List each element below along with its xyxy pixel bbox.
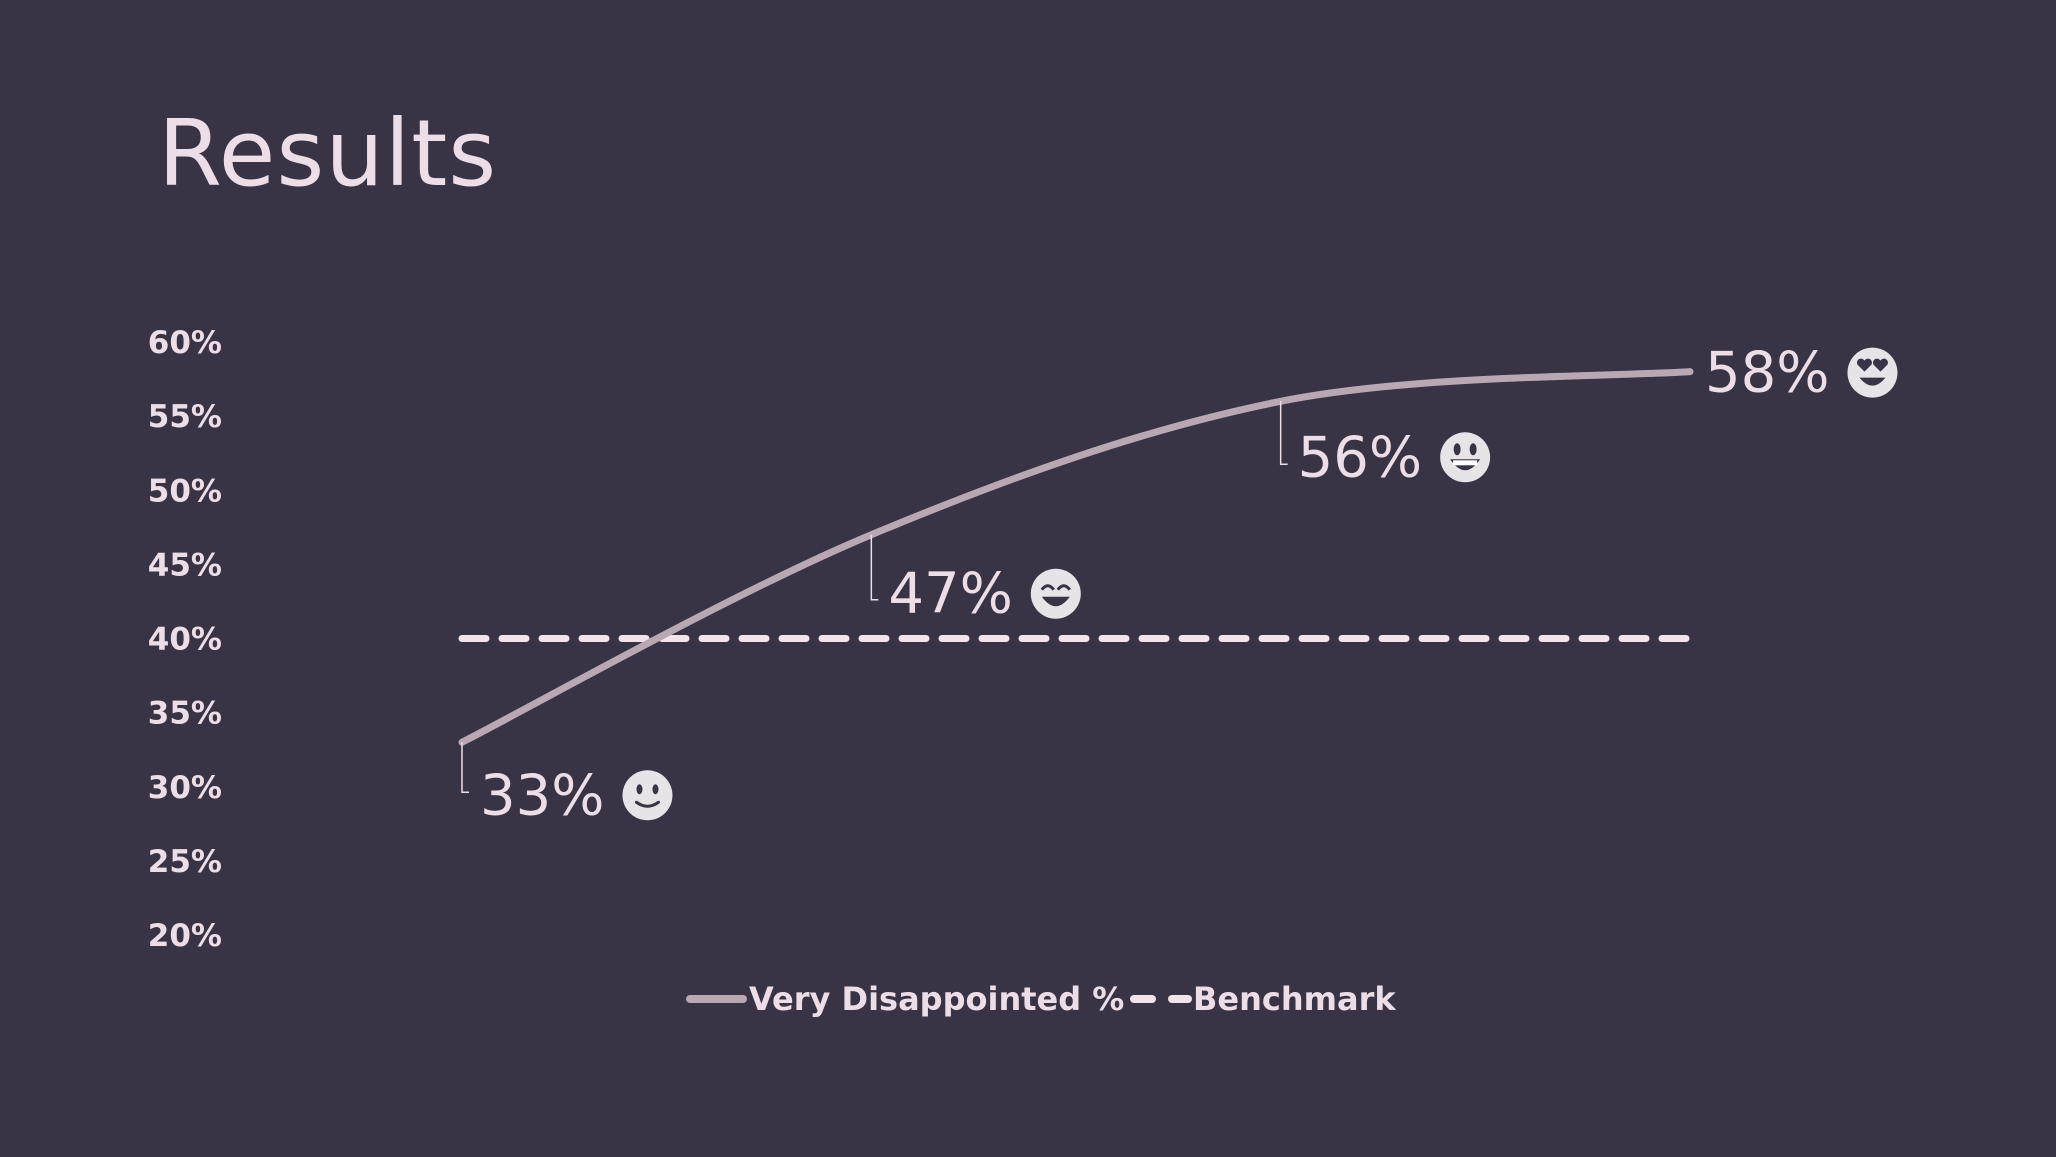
data-labels: 33% 47% 56% 58% [461,341,1898,828]
y-tick-label: 20% [148,918,222,954]
slightly-smiling-face-icon [622,770,673,821]
y-tick-label: 40% [148,622,222,658]
data-label-group: 47% [870,534,1013,627]
legend: Very Disappointed % Benchmark [686,980,1396,1018]
leader-line [1279,401,1288,466]
y-tick-label: 60% [148,325,222,361]
series-line-very-disappointed [458,368,1694,746]
leader-line [461,742,469,794]
y-tick-label: 25% [148,844,222,880]
y-tick-label: 55% [148,399,222,435]
grinning-smiling-eyes-icon [1030,568,1081,619]
y-axis: 20% 25% 30% 35% 40% 45% 50% 55% 60% [148,325,222,954]
data-label-group: 58% [1705,341,1829,406]
leader-line [870,534,879,601]
y-tick-label: 35% [148,696,222,732]
data-label-group: 33% [461,742,604,828]
heart-eyes-icon [1847,347,1898,398]
y-tick-label: 30% [148,770,222,806]
grinning-face-big-eyes-icon [1440,432,1491,483]
data-label-group: 56% [1279,401,1422,490]
data-label: 33% [480,763,604,828]
slide-title: Results [158,100,498,207]
y-tick-label: 50% [148,473,222,509]
data-label: 56% [1298,425,1422,490]
legend-label-benchmark: Benchmark [1193,980,1396,1018]
data-label: 58% [1705,341,1829,406]
data-label: 47% [888,562,1012,627]
y-tick-label: 45% [148,547,222,583]
legend-label-very-disappointed: Very Disappointed % [749,980,1124,1018]
